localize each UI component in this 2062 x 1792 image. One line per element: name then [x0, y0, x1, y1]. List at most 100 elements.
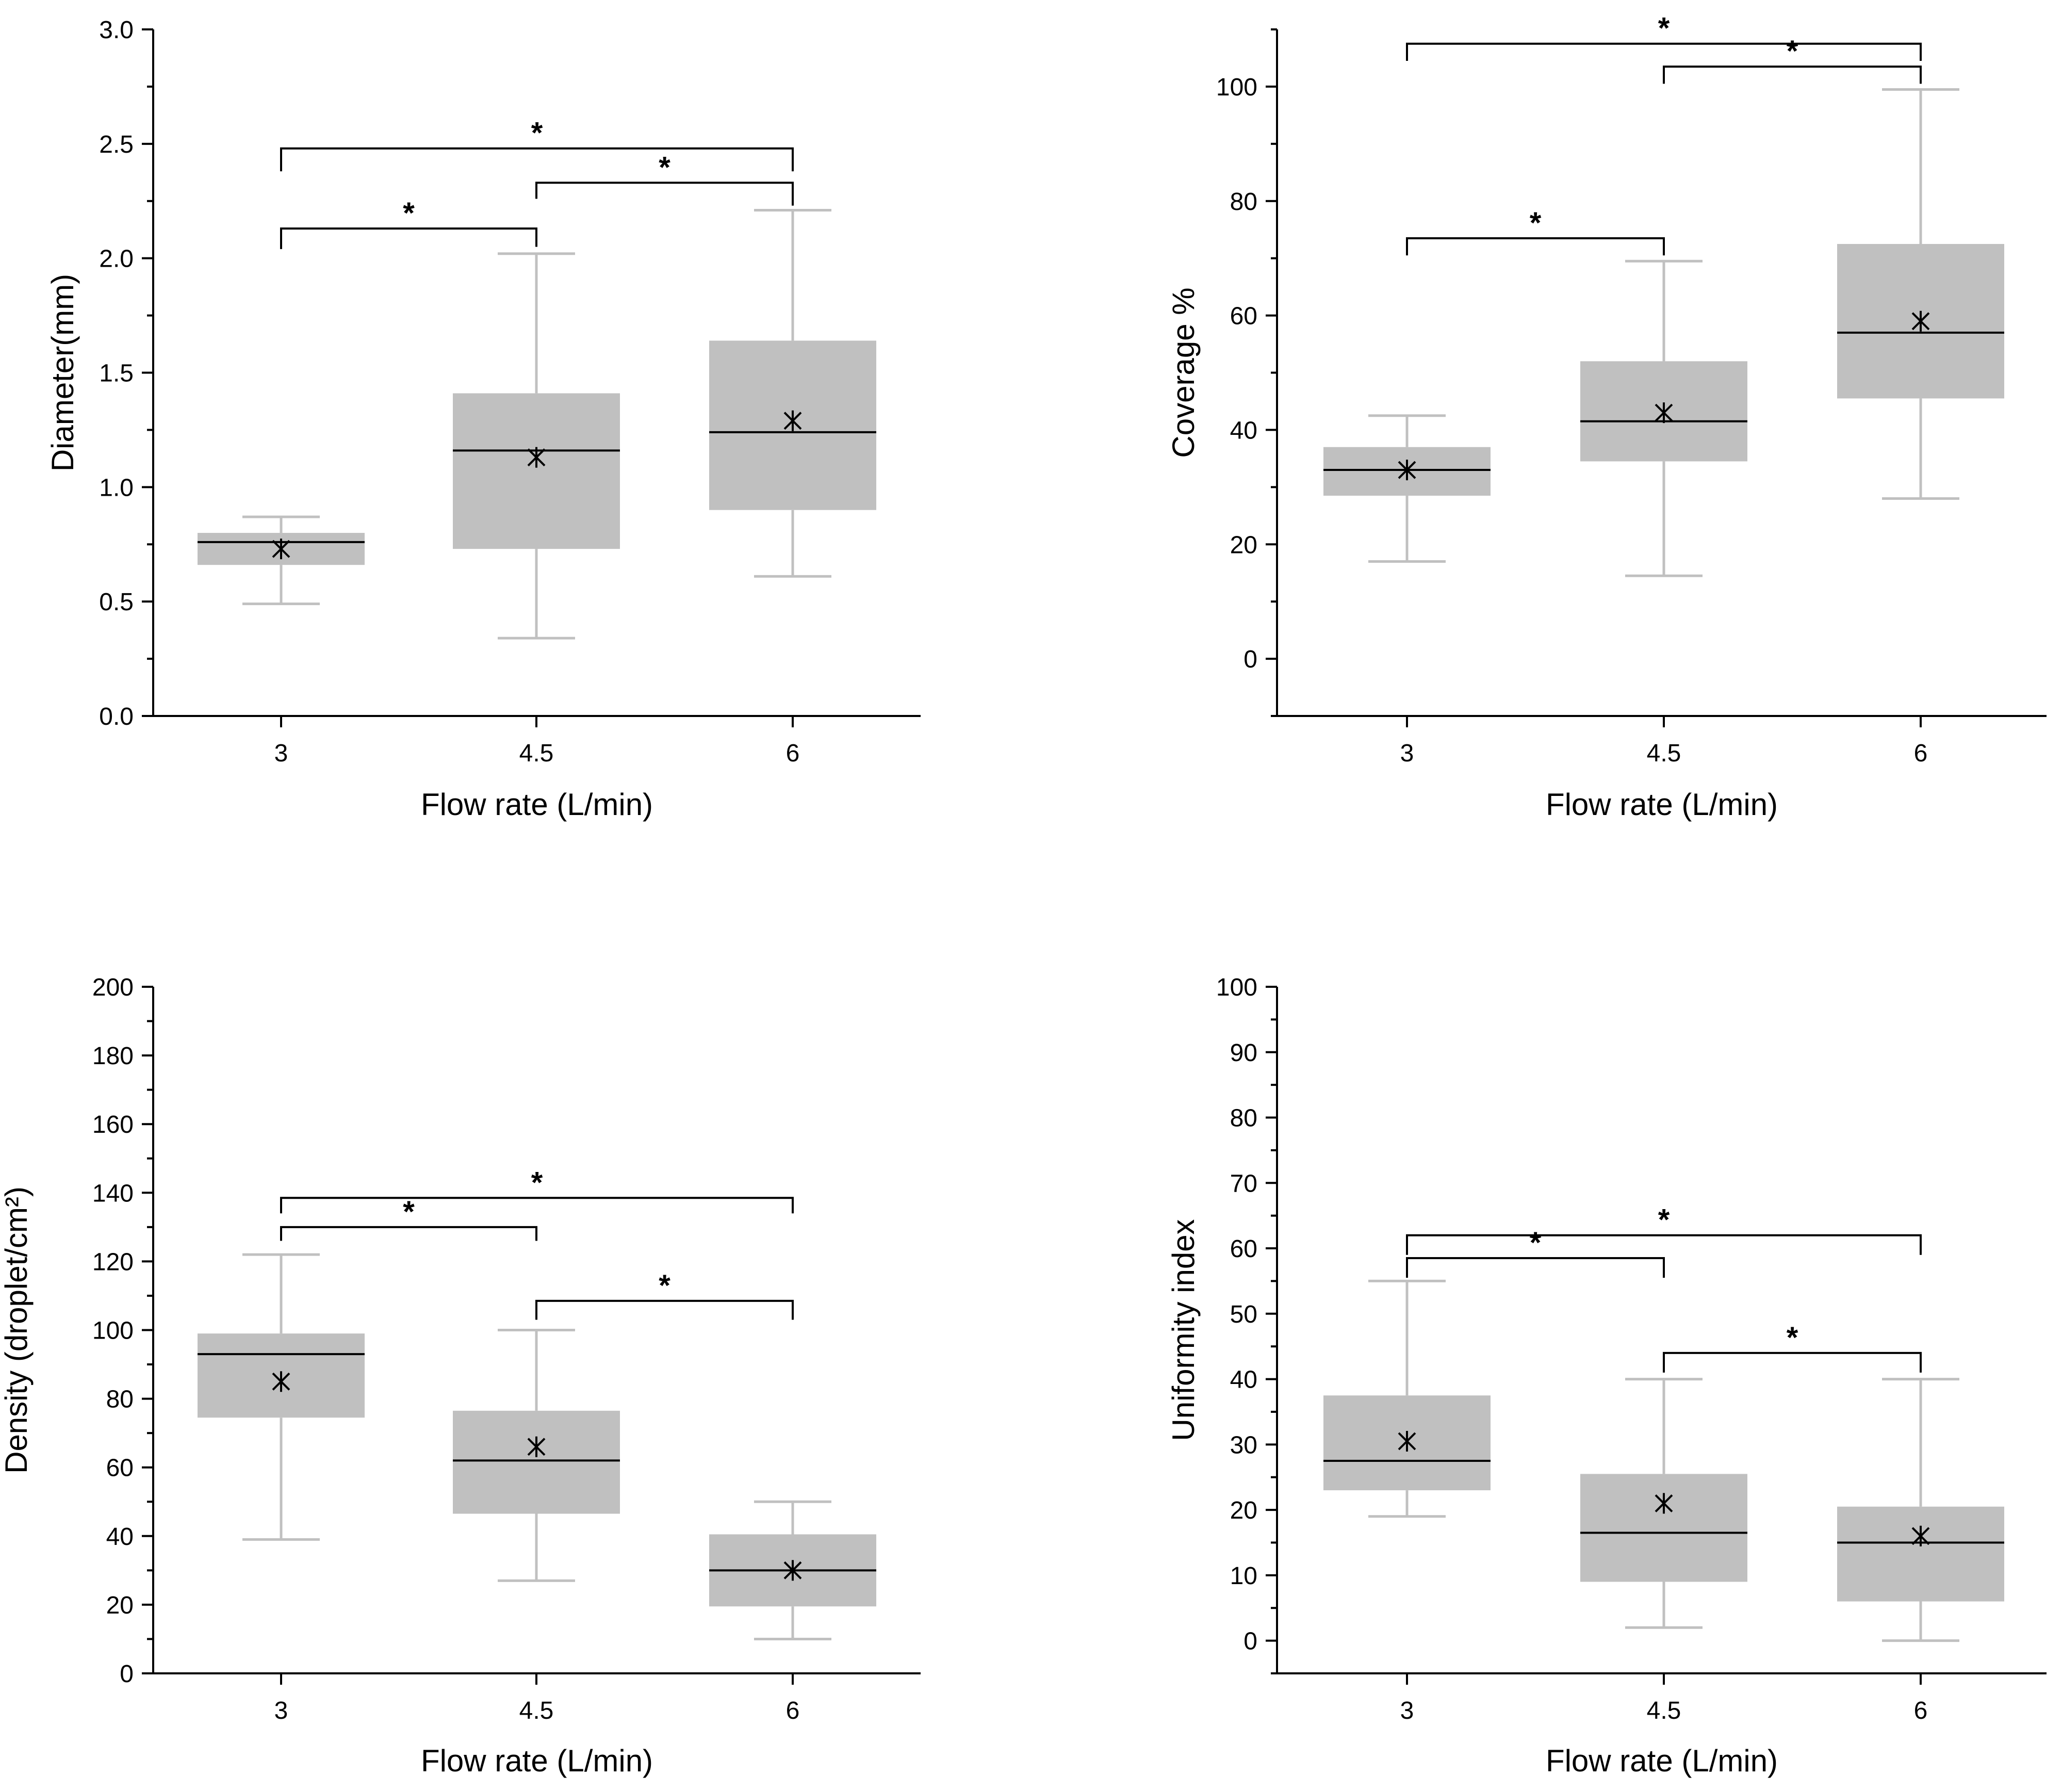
y-tick-label: 40	[106, 1523, 134, 1551]
bracket-line	[280, 1197, 794, 1214]
y-tick-label: 80	[1230, 188, 1257, 216]
significance-bracket: *	[1663, 35, 1922, 84]
bracket-line	[535, 182, 794, 206]
bracket-line	[1406, 1257, 1665, 1278]
x-axis-title: Flow rate (L/min)	[421, 1744, 653, 1778]
y-tick-label: 140	[92, 1180, 134, 1207]
bracket-line	[1406, 1234, 1922, 1255]
iqr-box	[1580, 1474, 1747, 1582]
y-tick-label: 1.5	[99, 360, 134, 387]
mean-marker	[1655, 1493, 1673, 1514]
y-tick-label: 0.0	[99, 703, 134, 730]
significance-bracket: *	[280, 1166, 794, 1214]
significance-bracket: *	[1663, 1321, 1922, 1373]
box-6	[1837, 1378, 2004, 1642]
y-tick-label: 40	[1230, 417, 1257, 444]
chart-panel-1: * * * 0.0 0.5 1.0 1.5 2.0 2.5 3.0 3 4.5 6 Flow rate (…	[45, 17, 921, 822]
mean-marker	[1911, 1525, 1930, 1546]
mean-marker	[1911, 311, 1930, 332]
y-tick-label: 0.5	[99, 589, 134, 616]
box-3	[198, 515, 365, 606]
significance-bracket: *	[1406, 12, 1922, 61]
box-6	[709, 1500, 876, 1640]
y-tick-label: 10	[1230, 1562, 1257, 1590]
y-tick-label: 80	[106, 1386, 134, 1413]
significance-star: *	[1530, 1226, 1542, 1260]
bracket-line	[1406, 42, 1922, 61]
bracket-line	[280, 1226, 537, 1241]
bracket-line	[535, 1299, 794, 1320]
iqr-box	[453, 393, 620, 549]
x-tick-label: 6	[786, 740, 800, 767]
significance-bracket: *	[535, 151, 794, 206]
significance-star: *	[659, 151, 670, 184]
mean-marker	[1655, 402, 1673, 423]
significance-bracket: *	[1406, 1226, 1665, 1278]
y-tick-label: 90	[1230, 1039, 1257, 1067]
y-tick-label: 50	[1230, 1301, 1257, 1328]
x-tick-label: 3	[1400, 1697, 1414, 1724]
mean-marker	[783, 410, 802, 431]
mean-marker	[1398, 1430, 1416, 1452]
significance-bracket: *	[535, 1269, 794, 1320]
y-tick-label: 0	[1243, 646, 1257, 673]
x-tick-label: 3	[274, 740, 288, 767]
y-tick-label: 200	[92, 974, 134, 1001]
mean-marker	[527, 1436, 546, 1457]
y-axis-title: Diameter(mm)	[45, 274, 80, 471]
x-tick-label: 6	[786, 1697, 800, 1724]
mean-marker	[783, 1560, 802, 1581]
significance-bracket: *	[1406, 206, 1665, 256]
y-tick-label: 160	[92, 1111, 134, 1138]
y-tick-label: 20	[106, 1592, 134, 1619]
x-tick-label: 4.5	[1647, 1697, 1681, 1724]
y-axis-title: Density (droplet/cm²)	[0, 1186, 34, 1474]
significance-bracket: *	[280, 197, 537, 249]
significance-bracket: *	[1406, 1203, 1922, 1255]
significance-star: *	[531, 117, 543, 150]
y-tick-label: 100	[92, 1317, 134, 1345]
mean-marker	[527, 447, 546, 468]
box-4.5	[1580, 1378, 1747, 1629]
x-axis-title: Flow rate (L/min)	[421, 787, 653, 822]
y-tick-label: 80	[1230, 1105, 1257, 1132]
x-tick-label: 4.5	[519, 740, 554, 767]
box-4.5	[453, 1329, 620, 1582]
y-tick-label: 1.0	[99, 474, 134, 501]
y-tick-label: 60	[106, 1455, 134, 1482]
x-tick-label: 6	[1914, 740, 1928, 767]
y-tick-label: 20	[1230, 1497, 1257, 1524]
bracket-line	[280, 147, 794, 172]
y-axis-title: Uniformity index	[1166, 1219, 1201, 1441]
significance-star: *	[403, 197, 415, 230]
significance-star: *	[1787, 1321, 1798, 1355]
significance-star: *	[531, 1166, 543, 1199]
mean-marker	[1398, 460, 1416, 481]
y-tick-label: 60	[1230, 1235, 1257, 1263]
bracket-line	[1663, 1351, 1922, 1373]
x-axis-title: Flow rate (L/min)	[1546, 1744, 1778, 1778]
iqr-box	[1837, 1506, 2004, 1602]
box-3	[1323, 414, 1491, 563]
chart-panel-4: * * * 0 10 20 30 40 50 60 70 80 90 100 3 4.5 6 Flow rate …	[1166, 974, 2047, 1778]
y-tick-label: 30	[1230, 1431, 1257, 1459]
significance-star: *	[1658, 12, 1670, 45]
y-tick-label: 60	[1230, 303, 1257, 330]
x-tick-label: 6	[1914, 1697, 1928, 1724]
x-axis-title: Flow rate (L/min)	[1546, 787, 1778, 822]
y-tick-label: 0	[1243, 1628, 1257, 1655]
y-tick-label: 100	[1216, 74, 1257, 101]
chart-panel-3: * * * 0 20 40 60 80 100 120 140 160 180 200 3 4.5 6 Flow …	[0, 974, 921, 1778]
chart-panel-2: * * * 0 20 40 60 80 100 3 4.5 6 Flow rate (L/min) Cov…	[1166, 12, 2047, 822]
y-tick-label: 120	[92, 1248, 134, 1276]
box-3	[198, 1253, 365, 1541]
mean-marker	[272, 539, 290, 560]
significance-star: *	[1658, 1203, 1670, 1237]
y-tick-label: 2.5	[99, 131, 134, 158]
y-axis-title: Coverage %	[1166, 287, 1201, 458]
significance-star: *	[1787, 35, 1798, 68]
y-tick-label: 20	[1230, 531, 1257, 559]
y-tick-label: 100	[1216, 974, 1257, 1001]
bracket-line	[1663, 66, 1922, 84]
